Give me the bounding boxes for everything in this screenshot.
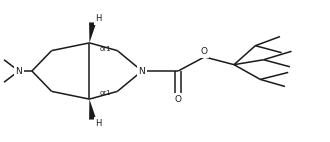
Text: or1: or1 [99, 46, 111, 52]
Text: H: H [95, 119, 102, 128]
Polygon shape [89, 22, 96, 43]
Text: N: N [16, 66, 22, 76]
Text: O: O [200, 47, 207, 56]
Text: O: O [175, 95, 182, 104]
Polygon shape [89, 99, 96, 120]
Text: or1: or1 [99, 90, 111, 96]
Text: H: H [95, 14, 102, 23]
Text: N: N [139, 66, 146, 76]
